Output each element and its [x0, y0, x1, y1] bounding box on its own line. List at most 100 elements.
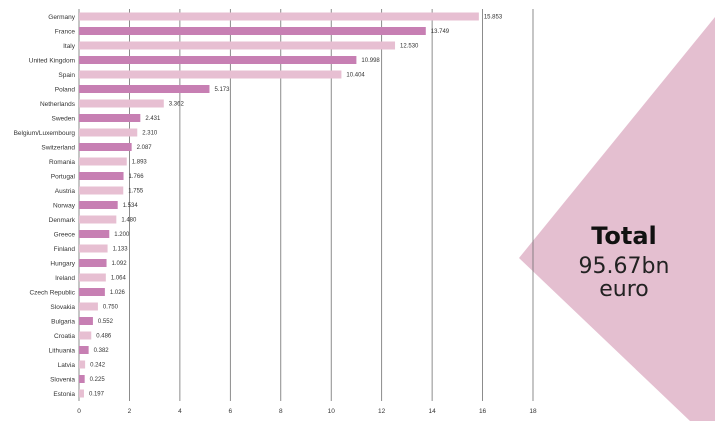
category-label: Sweden: [52, 115, 76, 122]
value-label: 0.197: [89, 392, 105, 398]
bar-austria: [79, 186, 124, 195]
total-value: 95.67bn euro: [560, 255, 688, 301]
bar-slovakia: [79, 302, 98, 311]
x-tick-label: 10: [328, 408, 336, 415]
category-label: Italy: [63, 43, 76, 50]
value-label: 12.530: [400, 44, 419, 50]
bar-estonia: [79, 389, 84, 398]
category-label: Switzerland: [41, 144, 75, 151]
bar-romania: [79, 157, 127, 166]
category-label: Slovakia: [50, 304, 75, 311]
bar-czech-republic: [79, 288, 105, 296]
value-label: 5.173: [214, 87, 230, 93]
value-label: 10.404: [346, 73, 365, 79]
category-label: Portugal: [51, 173, 76, 180]
category-label: Latvia: [58, 362, 76, 369]
value-label: 1.064: [111, 276, 127, 282]
value-label: 0.242: [90, 363, 106, 369]
x-axis-tick-labels: 0 2 4 6 8 10 12 14 16 18: [77, 408, 537, 415]
bar-bulgaria: [79, 317, 93, 325]
bar-poland: [79, 85, 210, 93]
value-label: 3.362: [169, 102, 185, 108]
bar-lithuania: [79, 346, 89, 354]
category-label: France: [55, 28, 76, 35]
x-tick-label: 2: [128, 408, 132, 415]
total-value-amount: 95.67bn: [578, 254, 670, 279]
category-labels: Germany France Italy United Kingdom Spain Pol…: [14, 14, 76, 398]
value-label: 15.853: [484, 15, 503, 21]
x-tick-label: 8: [279, 408, 283, 415]
value-label: 2.087: [137, 145, 153, 151]
value-label: 0.486: [96, 334, 112, 340]
category-label: Croatia: [54, 333, 75, 340]
category-label: Norway: [53, 202, 76, 209]
value-label: 2.431: [145, 116, 161, 122]
value-label: 1.026: [110, 290, 126, 296]
category-label: Netherlands: [40, 101, 76, 108]
total-value-unit: euro: [599, 277, 649, 302]
value-label: 10.998: [361, 58, 380, 64]
bar-united-kingdom: [79, 56, 357, 64]
value-label: 0.552: [98, 319, 114, 325]
category-label: Bulgaria: [51, 318, 75, 325]
category-label: Germany: [48, 14, 75, 21]
bar-belgium-luxembourg: [79, 128, 138, 137]
category-label: Spain: [58, 72, 75, 79]
category-label: Czech Republic: [29, 289, 75, 296]
bar-hungary: [79, 259, 107, 267]
x-tick-label: 0: [77, 408, 81, 415]
category-label: Hungary: [50, 260, 75, 267]
bar-finland: [79, 244, 108, 253]
x-tick-label: 4: [178, 408, 182, 415]
category-label: Denmark: [49, 217, 76, 224]
value-label: 1.766: [129, 174, 145, 180]
value-label: 1.755: [128, 189, 144, 195]
value-label: 1.893: [132, 160, 148, 166]
bar-germany: [79, 12, 479, 21]
category-label: United Kingdom: [29, 57, 75, 64]
bars: [79, 12, 479, 398]
x-tick-label: 6: [229, 408, 233, 415]
bar-switzerland: [79, 143, 132, 151]
value-label: 1.534: [123, 203, 139, 209]
category-label: Slovenia: [50, 376, 75, 383]
bar-portugal: [79, 172, 124, 180]
value-label: 13.749: [431, 29, 450, 35]
category-label: Poland: [55, 86, 76, 93]
x-tick-label: 18: [529, 408, 537, 415]
bar-italy: [79, 41, 396, 50]
x-tick-label: 14: [428, 408, 436, 415]
bar-norway: [79, 201, 118, 209]
bar-sweden: [79, 114, 141, 122]
category-label: Austria: [55, 188, 76, 195]
x-tick-label: 16: [479, 408, 487, 415]
value-label: 1.200: [114, 232, 130, 238]
x-tick-label: 12: [378, 408, 386, 415]
value-label: 1.092: [112, 261, 128, 267]
value-label: 1.133: [113, 247, 129, 253]
value-label: 1.480: [121, 218, 137, 224]
category-label: Lithuania: [49, 347, 76, 354]
value-label: 0.750: [103, 305, 119, 311]
category-label: Finland: [54, 246, 76, 253]
value-label: 0.225: [90, 377, 106, 383]
bar-slovenia: [79, 375, 85, 383]
category-label: Romania: [49, 159, 75, 166]
total-diamond-shape: [519, 17, 715, 421]
bar-spain: [79, 70, 342, 79]
category-label: Estonia: [53, 391, 75, 398]
bar-croatia: [79, 331, 92, 340]
value-labels: 15.853 13.749 12.530 10.998 10.404 5.173 3.362…: [89, 15, 503, 398]
bar-greece: [79, 230, 110, 238]
bar-latvia: [79, 360, 86, 369]
value-label: 2.310: [142, 131, 158, 137]
category-label: Ireland: [55, 275, 75, 282]
bar-ireland: [79, 273, 106, 282]
bar-denmark: [79, 215, 117, 224]
value-label: 0.382: [94, 348, 110, 354]
category-label: Belgium/Luxembourg: [14, 130, 76, 137]
category-label: Greece: [54, 231, 76, 238]
gridlines: [78, 9, 534, 401]
